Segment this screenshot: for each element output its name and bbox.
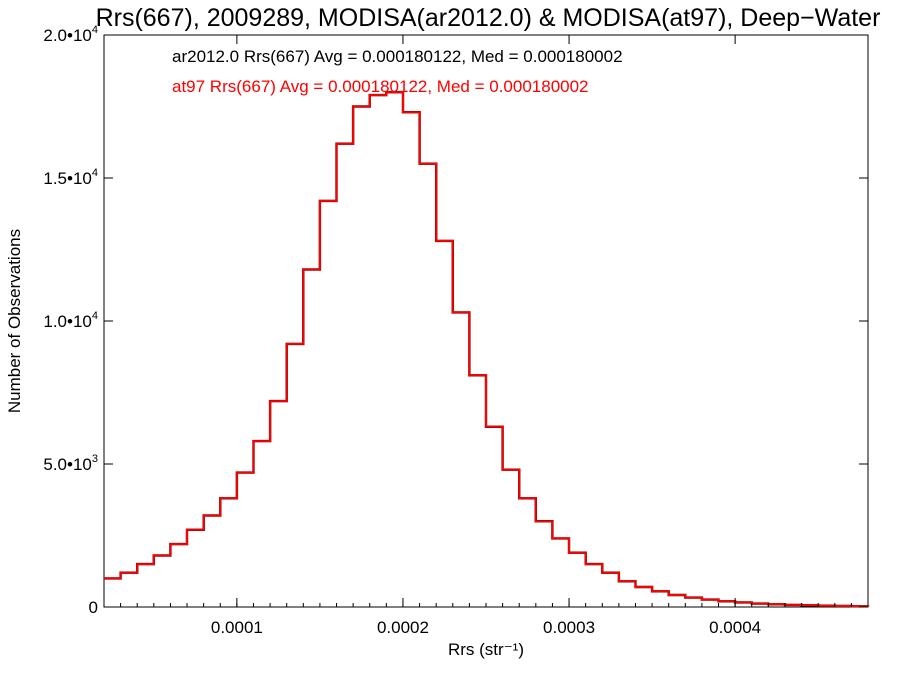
y-tick-label: 1.5•104 xyxy=(43,167,98,188)
series-layer xyxy=(104,91,870,608)
annotation-ar2012: ar2012.0 Rrs(667) Avg = 0.000180122, Med… xyxy=(172,47,623,66)
y-tick-label: 5.0•103 xyxy=(43,453,98,474)
x-tick-label: 0.0003 xyxy=(543,618,595,637)
annotation-at97: at97 Rrs(667) Avg = 0.000180122, Med = 0… xyxy=(172,77,589,96)
x-tick-label: 0.0001 xyxy=(211,618,263,637)
x-tick-label: 0.0002 xyxy=(377,618,429,637)
tick-layer: 0.0001 0.0002 0.0003 0.0004 0 5.0•103 1.0•104 1… xyxy=(43,24,868,637)
x-tick-label: 0.0004 xyxy=(709,618,761,637)
series-line-1 xyxy=(104,91,869,608)
y-tick-label: 2.0•104 xyxy=(43,24,98,45)
x-axis-label: Rrs (str⁻¹) xyxy=(448,640,524,659)
chart-title: Rrs(667), 2009289, MODISA(ar2012.0) & MO… xyxy=(96,4,881,32)
y-tick-label: 0 xyxy=(89,598,98,617)
y-axis-label: Number of Observations xyxy=(5,229,24,413)
y-tick-label: 1.0•104 xyxy=(43,310,98,331)
